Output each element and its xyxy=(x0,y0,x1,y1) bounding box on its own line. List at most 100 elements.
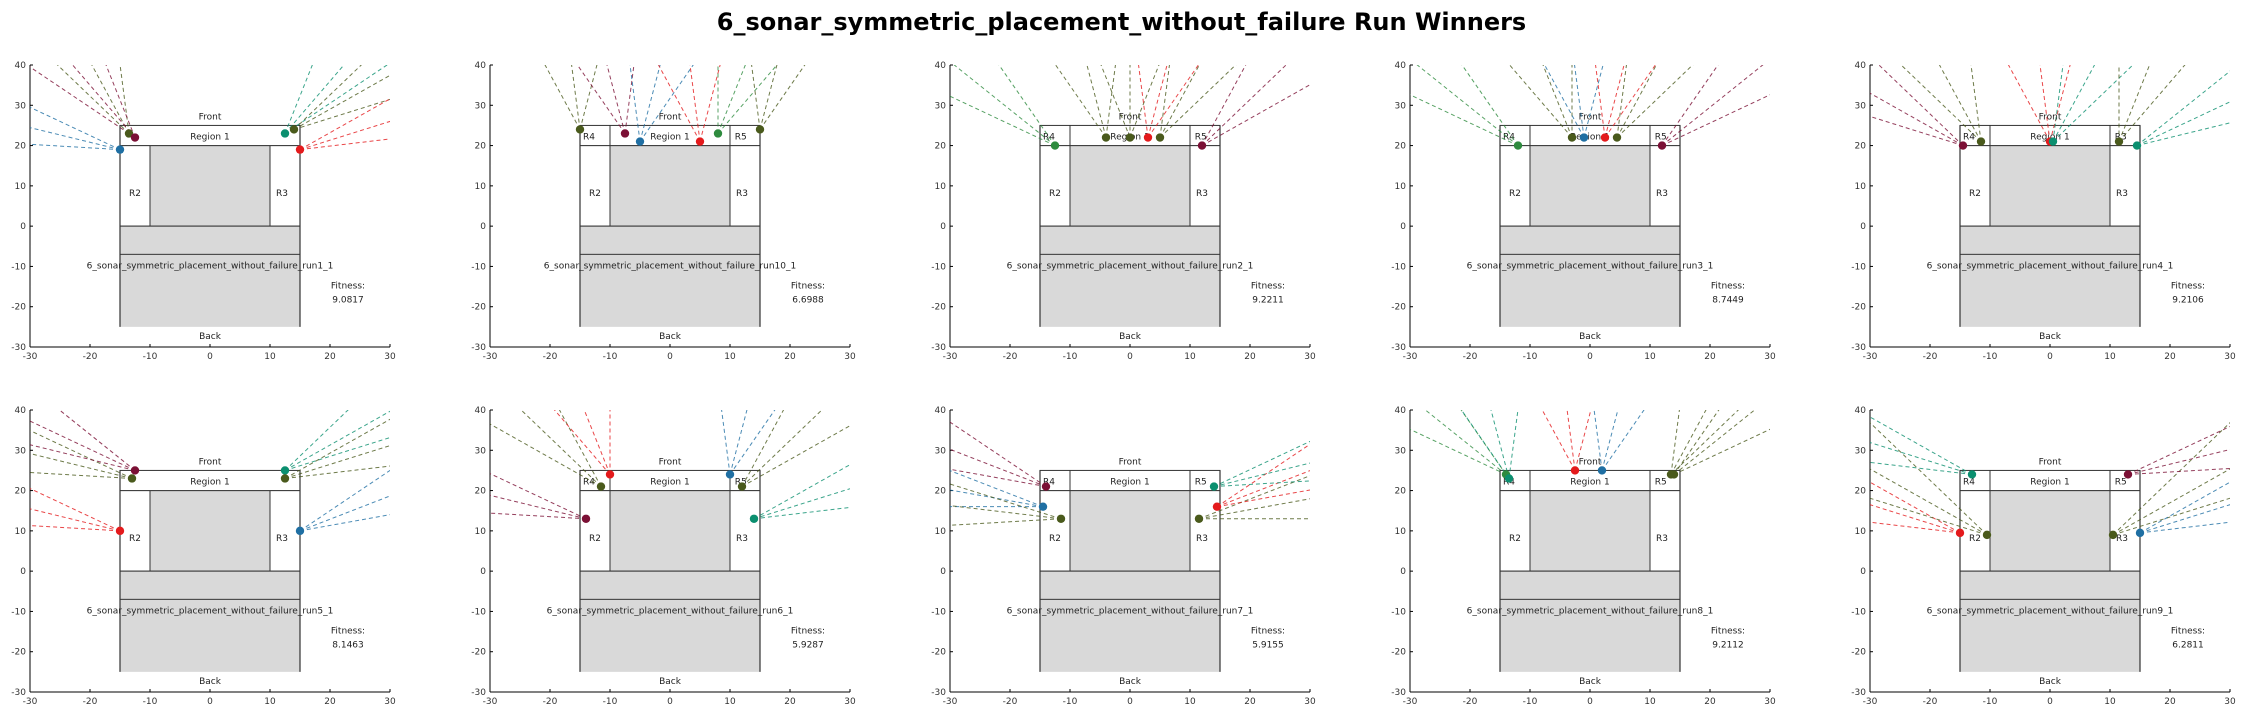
sonar-ray xyxy=(1460,410,1510,479)
sonar-ray xyxy=(1201,84,1310,147)
sensor-point xyxy=(620,129,630,138)
sonar-ray xyxy=(2139,481,2230,534)
sonar-ray xyxy=(1461,65,1519,146)
bottom-strip xyxy=(1039,570,1221,600)
sonar-ray xyxy=(1938,65,1982,142)
sonar-ray xyxy=(717,65,778,134)
sensor-point xyxy=(280,474,290,483)
sonar-ray xyxy=(2136,122,2230,147)
sonar-ray xyxy=(1201,65,1247,146)
sensor-point xyxy=(1669,470,1679,479)
x-tick-label: -30 xyxy=(483,697,498,707)
r2-label: R2 xyxy=(129,534,141,544)
sensor-point xyxy=(1056,514,1066,523)
x-tick-label: 10 xyxy=(2104,352,2116,362)
subplot-10: Region 1 R2 R3 R4 R5 Front Back 6_sonar_symmetr… xyxy=(1851,406,2236,707)
sonar-rays xyxy=(950,421,1310,526)
x-tick-label: -30 xyxy=(943,352,958,362)
back-region xyxy=(1960,599,2140,672)
sonar-ray xyxy=(1604,65,1625,138)
sonar-ray xyxy=(753,464,850,520)
sonar-ray xyxy=(293,74,390,130)
y-tick-label: -10 xyxy=(11,262,26,272)
sensor-point xyxy=(581,514,591,523)
x-tick-label: -10 xyxy=(1983,352,1998,362)
sonar-ray xyxy=(729,410,748,475)
x-tick-label: 20 xyxy=(2164,352,2176,362)
sensor-point xyxy=(2114,137,2124,146)
sonar-ray xyxy=(30,471,133,479)
r4-label: R4 xyxy=(1043,478,1055,488)
fitness-label: Fitness: xyxy=(1711,627,1745,637)
sensor-point xyxy=(755,125,765,134)
subplot-7: Region 1R2R3R4R5FrontBack6_sonar_symmetr… xyxy=(471,406,856,707)
r3-label: R3 xyxy=(2116,189,2128,199)
x-tick-label: -10 xyxy=(143,352,158,362)
sonar-ray xyxy=(293,65,362,130)
r5-label: R5 xyxy=(2115,478,2127,488)
sensor-point xyxy=(725,470,735,479)
y-tick-label: -30 xyxy=(931,343,946,353)
y-tick-label: -30 xyxy=(931,688,946,698)
center-block xyxy=(609,145,731,227)
sensor-point xyxy=(1038,502,1048,511)
y-tick-label: 30 xyxy=(475,446,487,456)
front-label: Front xyxy=(1119,457,1142,467)
sensor-point xyxy=(1050,141,1060,150)
sonar-ray xyxy=(741,410,785,487)
y-tick-label: 0 xyxy=(940,222,946,232)
r3-label: R3 xyxy=(1656,189,1668,199)
x-tick-label: -20 xyxy=(543,352,558,362)
r2-label: R2 xyxy=(1509,534,1521,544)
sonar-ray xyxy=(1216,443,1310,508)
x-tick-label: -30 xyxy=(23,697,38,707)
sonar-ray xyxy=(1198,475,1310,520)
x-tick-label: -10 xyxy=(1983,697,1998,707)
sonar-ray xyxy=(1870,481,1961,534)
y-tick-label: 10 xyxy=(1855,182,1867,192)
x-tick-label: 30 xyxy=(1764,697,1776,707)
r5-label: R5 xyxy=(1195,478,1207,488)
sonar-rays xyxy=(1410,65,1770,147)
sonar-rays xyxy=(490,410,850,520)
sensor-point xyxy=(115,526,125,536)
r5-label: R5 xyxy=(735,133,747,143)
sensor-point xyxy=(124,129,134,138)
region1-label: Region 1 xyxy=(2030,478,2069,488)
sensor-point xyxy=(635,137,645,146)
sonar-ray xyxy=(1870,416,1973,475)
y-tick-label: 0 xyxy=(1860,567,1866,577)
sonar-ray xyxy=(950,483,1062,520)
y-tick-label: 10 xyxy=(475,527,487,537)
fitness-label: Fitness: xyxy=(331,282,365,292)
x-tick-label: -20 xyxy=(1463,697,1478,707)
x-tick-label: -30 xyxy=(1863,352,1878,362)
front-label: Front xyxy=(199,457,222,467)
r2-label: R2 xyxy=(1509,189,1521,199)
sonar-ray xyxy=(1574,65,1585,138)
sonar-ray xyxy=(1870,468,1988,536)
sensor-point xyxy=(749,514,759,523)
subplot-title: 6_sonar_symmetric_placement_without_fail… xyxy=(544,261,796,271)
x-tick-label: 10 xyxy=(264,352,276,362)
center-block xyxy=(1529,490,1651,572)
region1-label: Region 1 xyxy=(190,478,229,488)
y-tick-label: -20 xyxy=(471,303,486,313)
sonar-ray xyxy=(1508,410,1519,479)
x-tick-label: -20 xyxy=(1923,352,1938,362)
sensor-point xyxy=(115,145,125,154)
sonar-ray xyxy=(953,65,1056,146)
sonar-ray xyxy=(576,65,626,134)
sonar-ray xyxy=(1661,65,1719,146)
x-tick-label: -20 xyxy=(1003,697,1018,707)
sonar-ray xyxy=(2127,425,2230,475)
sonar-ray xyxy=(1541,410,1576,471)
sonar-ray xyxy=(284,465,390,479)
x-tick-label: 20 xyxy=(1704,697,1716,707)
y-tick-label: -30 xyxy=(1391,688,1406,698)
x-tick-label: 10 xyxy=(724,352,736,362)
front-label: Front xyxy=(2039,112,2062,122)
front-label: Front xyxy=(659,457,682,467)
sonar-ray xyxy=(1593,410,1603,471)
sonar-ray xyxy=(1159,65,1170,138)
